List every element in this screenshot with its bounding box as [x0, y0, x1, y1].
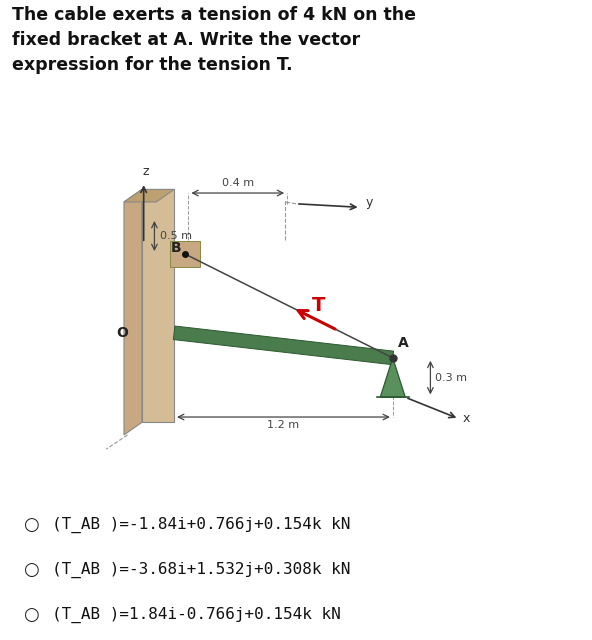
Text: 0.5 m: 0.5 m: [160, 231, 192, 241]
Polygon shape: [124, 189, 142, 435]
Text: x: x: [462, 412, 470, 426]
Text: A: A: [398, 336, 409, 350]
Text: B: B: [170, 241, 181, 255]
Text: 1.2 m: 1.2 m: [268, 420, 300, 430]
Text: 0.3 m: 0.3 m: [435, 372, 466, 383]
Polygon shape: [170, 241, 200, 268]
FancyArrow shape: [173, 326, 394, 365]
Text: ○: ○: [23, 561, 39, 579]
Text: T: T: [313, 296, 326, 316]
Text: O: O: [116, 326, 128, 340]
Text: ○: ○: [23, 516, 39, 534]
Text: ○: ○: [23, 605, 39, 623]
Text: 0.4 m: 0.4 m: [221, 178, 254, 188]
Text: The cable exerts a tension of 4 kN on the
fixed bracket at A. Write the vector
e: The cable exerts a tension of 4 kN on th…: [12, 6, 416, 74]
Text: y: y: [366, 196, 373, 209]
Polygon shape: [142, 189, 174, 422]
Text: (T_AB )=-3.68i+1.532j+0.308k kN: (T_AB )=-3.68i+1.532j+0.308k kN: [52, 561, 350, 578]
Text: (T_AB )=1.84i-0.766j+0.154k kN: (T_AB )=1.84i-0.766j+0.154k kN: [52, 607, 340, 623]
Text: z: z: [142, 165, 149, 178]
Polygon shape: [124, 189, 174, 202]
Text: (T_AB )=-1.84i+0.766j+0.154k kN: (T_AB )=-1.84i+0.766j+0.154k kN: [52, 516, 350, 532]
Polygon shape: [380, 358, 406, 397]
